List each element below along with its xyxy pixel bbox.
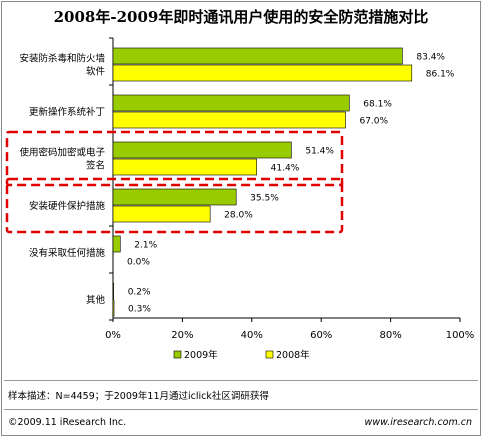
copyright-text: ©2009.11 iResearch Inc.	[8, 417, 127, 428]
legend-swatch-2009	[173, 350, 182, 359]
highlight-box	[5, 130, 344, 187]
bar-2008	[112, 299, 115, 317]
bar-2008	[112, 111, 346, 129]
bar-2009	[112, 47, 403, 65]
bar-2009	[112, 94, 350, 112]
x-tick-label: 100%	[446, 330, 475, 341]
category-label: 更新操作系统补丁	[29, 106, 105, 118]
bar-2009	[112, 235, 121, 253]
x-tick-label: 0%	[105, 330, 121, 341]
bar-2009	[112, 141, 292, 159]
data-label: 41.4%	[271, 164, 300, 174]
data-label: 0.3%	[128, 305, 151, 315]
category-label: 安装防杀毒和防火墙	[19, 53, 105, 65]
x-tick-label: 60%	[310, 330, 332, 341]
data-label: 51.4%	[305, 147, 334, 157]
data-label: 86.1%	[426, 70, 455, 80]
data-label: 68.1%	[363, 100, 392, 110]
x-tick-label: 80%	[379, 330, 401, 341]
category-label: 签名	[86, 160, 105, 172]
separator-top	[4, 380, 478, 381]
category-label: 安装硬件保护措施	[29, 200, 106, 212]
bar-2008	[112, 64, 413, 82]
bar-2009	[112, 282, 114, 300]
legend-label: 2008年	[276, 349, 310, 361]
bar-2008	[112, 205, 211, 223]
category-label: 使用密码加密或电子	[19, 147, 105, 159]
x-tick-label: 40%	[241, 330, 263, 341]
data-label: 67.0%	[359, 117, 388, 127]
legend-swatch-2008	[265, 350, 274, 359]
data-label: 2.1%	[134, 241, 157, 251]
category-label: 软件	[86, 66, 106, 78]
data-label: 83.4%	[416, 53, 445, 63]
x-tick-label: 20%	[171, 330, 193, 341]
data-label: 0.2%	[128, 288, 151, 298]
data-label: 28.0%	[224, 211, 253, 221]
bar-2008	[112, 158, 257, 176]
sample-note: 样本描述：N=4459；于2009年11月通过iclick社区调研获得	[8, 391, 269, 402]
data-label: 0.0%	[127, 258, 150, 268]
highlight-box	[5, 177, 344, 234]
website-url: www.iresearch.com.cn	[364, 417, 472, 428]
separator-bottom	[4, 409, 478, 410]
data-label: 35.5%	[250, 194, 279, 204]
category-label: 其他	[86, 294, 106, 306]
category-label: 没有采取任何措施	[29, 247, 106, 259]
legend-label: 2009年	[184, 349, 218, 361]
bar-2009	[112, 188, 237, 206]
chart-title: 2008年-2009年即时通讯用户使用的安全防范措施对比	[53, 8, 429, 26]
